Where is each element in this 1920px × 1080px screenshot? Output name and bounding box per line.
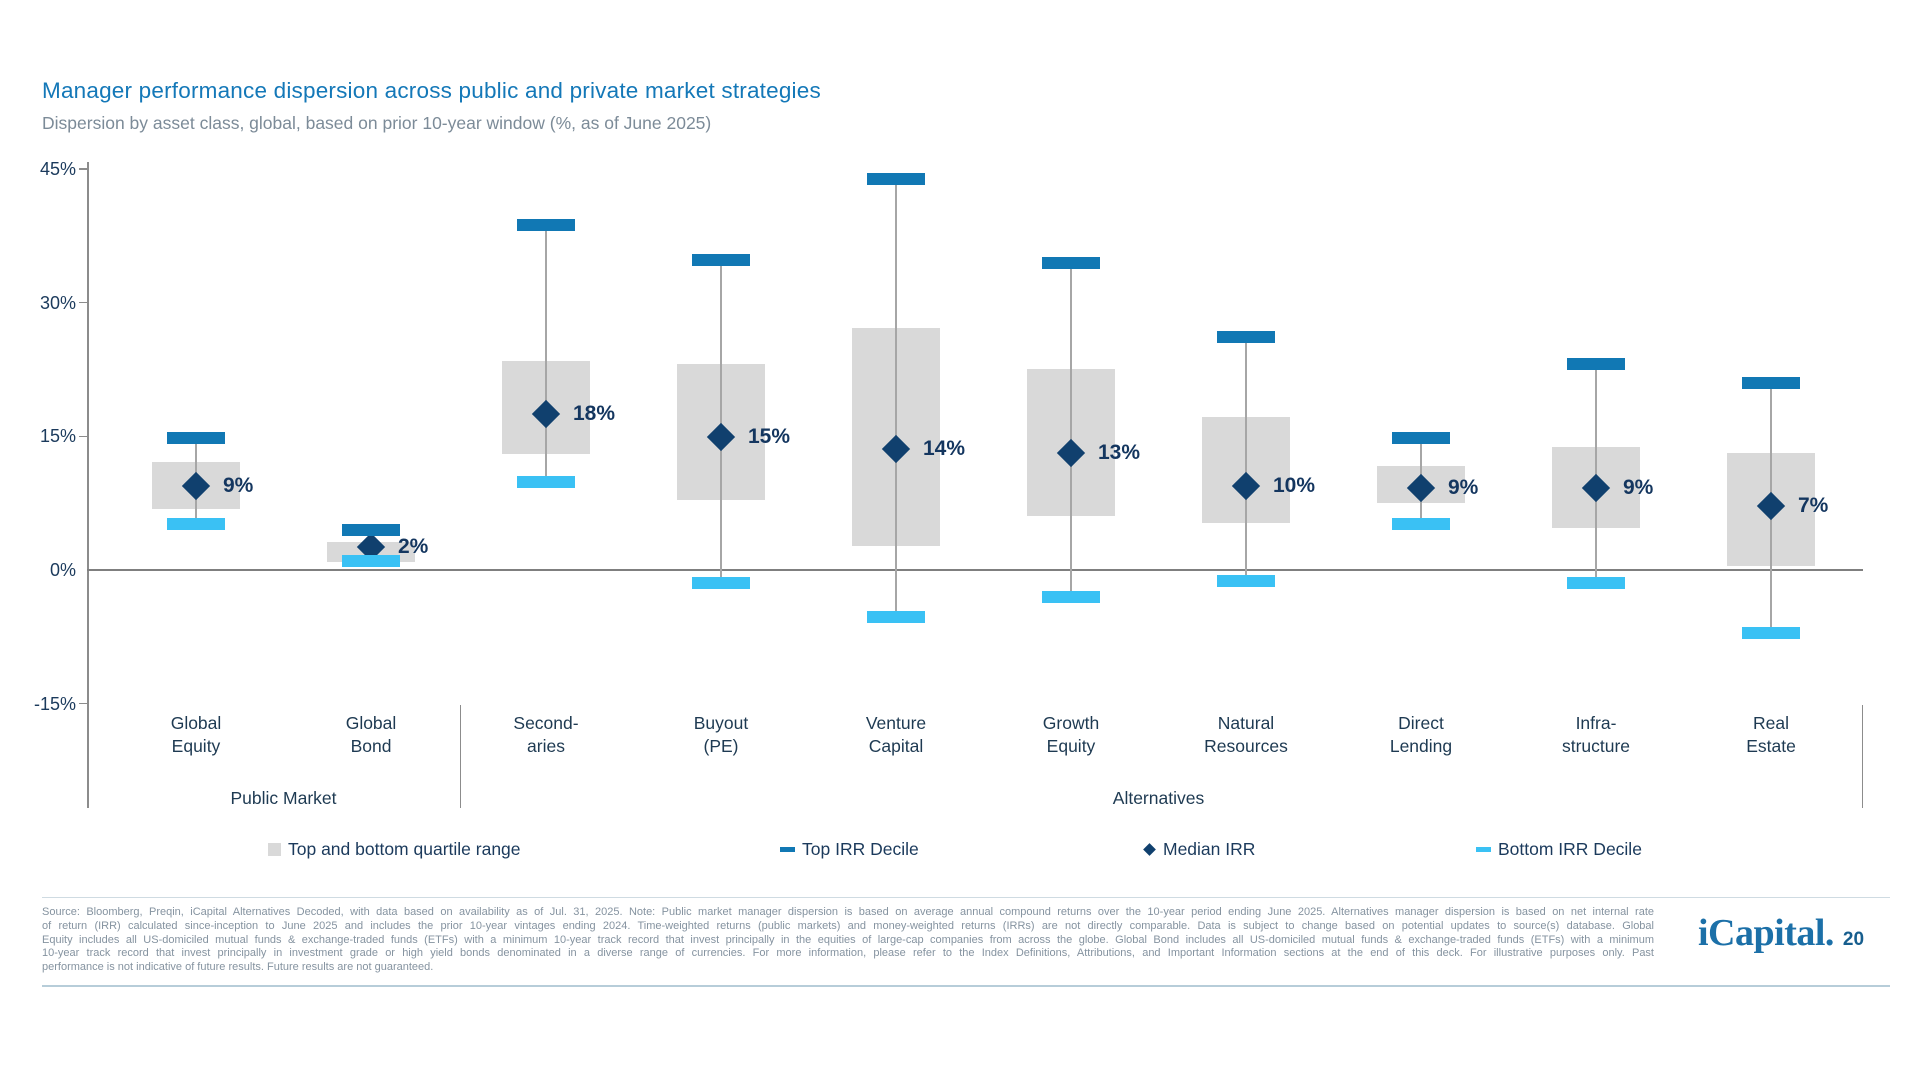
top-decile-bar (167, 432, 225, 445)
y-tick-mark (79, 168, 87, 170)
zero-baseline (87, 569, 1863, 571)
decile-whisker (1245, 336, 1247, 581)
legend-item-bottom-decile: Bottom IRR Decile (1476, 838, 1642, 860)
page-title: Manager performance dispersion across pu… (42, 78, 821, 103)
legend-item-median: Median IRR (1143, 838, 1255, 860)
icapital-logo: iCapital. 20 (1698, 911, 1864, 955)
group-separator (1862, 705, 1863, 808)
y-tick-mark (79, 702, 87, 705)
y-tick-label: 45% (39, 159, 76, 179)
decile-whisker (1595, 364, 1597, 584)
logo-wordmark: iCapital. (1698, 912, 1834, 954)
category-label: Second- aries (513, 713, 579, 756)
median-irr-value: 15% (748, 425, 791, 449)
top-decile-bar (1042, 256, 1100, 269)
y-tick-label: 30% (39, 292, 76, 313)
bottom-decile-bar (517, 475, 575, 488)
footer-top-rule (42, 897, 1890, 898)
source-line: Source: Bloomberg, Preqin, iCapital Alte… (42, 906, 1654, 918)
page-number: 20 (1842, 929, 1865, 950)
source-line: 10-year track record that invest princip… (42, 947, 1654, 960)
group-separator (460, 705, 461, 808)
legend-item-quartile-range: Top and bottom quartile range (268, 838, 521, 860)
y-axis-line (87, 162, 89, 808)
legend-label: Median IRR (1163, 838, 1256, 859)
median-irr-value: 10% (1273, 474, 1316, 498)
top-decile-bar (692, 253, 750, 266)
legend-label: Bottom IRR Decile (1498, 838, 1642, 859)
median-irr-value: 13% (1098, 441, 1141, 465)
top-decile-dash-icon (780, 846, 795, 852)
category-label: Global Bond (345, 713, 397, 756)
y-tick-label: -15% (33, 693, 76, 714)
source-line: of return (IRR) calculated since-incepti… (42, 919, 1654, 932)
bottom-decile-bar (1567, 577, 1625, 590)
top-decile-bar (1742, 376, 1800, 389)
bottom-decile-bar (342, 555, 400, 568)
decile-whisker (895, 178, 897, 618)
bottom-decile-bar (1042, 590, 1100, 603)
median-irr-value: 9% (1623, 476, 1654, 500)
source-line: Equity includes all US-domiciled mutual … (42, 933, 1654, 946)
median-irr-value: 9% (223, 474, 254, 498)
category-label: Global Equity (170, 713, 222, 756)
category-label: Direct Lending (1389, 713, 1453, 756)
footer-bottom-rule (42, 985, 1890, 987)
bottom-decile-bar (1217, 574, 1275, 587)
y-tick-mark (79, 301, 87, 304)
category-label: Venture Capital (865, 713, 927, 756)
y-tick-label: 0% (49, 560, 76, 580)
category-label: Growth Equity (1042, 713, 1100, 756)
top-decile-bar (1392, 432, 1450, 445)
top-decile-bar (342, 523, 400, 536)
top-decile-bar (867, 172, 925, 185)
category-label: Infra- structure (1561, 713, 1631, 756)
decile-whisker (720, 259, 722, 584)
bottom-decile-bar (867, 611, 925, 624)
y-tick-mark (79, 435, 87, 438)
category-label: Real Estate (1746, 713, 1796, 756)
median-irr-value: 14% (923, 436, 966, 460)
source-line: performance is not indicative of future … (42, 961, 434, 974)
median-diamond-icon (1143, 842, 1156, 856)
top-decile-bar (517, 219, 575, 232)
bottom-decile-bar (167, 517, 225, 530)
category-label: Buyout (PE) (693, 713, 749, 756)
bottom-decile-bar (1742, 627, 1800, 640)
quartile-range-swatch-icon (268, 842, 281, 856)
top-decile-bar (1567, 358, 1625, 371)
decile-whisker (545, 225, 547, 482)
page-subtitle: Dispersion by asset class, global, based… (42, 113, 712, 133)
decile-whisker (1070, 262, 1072, 597)
group-label: Public Market (230, 788, 337, 808)
bottom-decile-dash-icon (1476, 846, 1491, 852)
legend-label: Top IRR Decile (802, 838, 919, 859)
median-irr-value: 9% (1448, 476, 1479, 500)
legend-item-top-decile: Top IRR Decile (780, 838, 919, 860)
source-note: Source: Bloomberg, Preqin, iCapital Alte… (42, 906, 1654, 975)
group-label: Alternatives (1112, 788, 1205, 808)
bottom-decile-bar (1392, 517, 1450, 530)
bottom-decile-bar (692, 577, 750, 590)
category-label: Natural Resources (1204, 713, 1288, 756)
y-tick-label: 15% (39, 426, 76, 447)
median-irr-value: 7% (1798, 493, 1829, 517)
median-irr-value: 18% (573, 402, 616, 426)
median-irr-value: 2% (398, 534, 429, 558)
legend-label: Top and bottom quartile range (288, 838, 521, 859)
top-decile-bar (1217, 330, 1275, 343)
